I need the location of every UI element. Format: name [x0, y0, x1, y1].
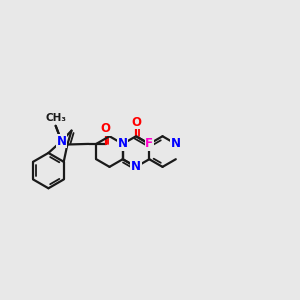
Text: F: F	[145, 137, 153, 150]
Text: N: N	[171, 137, 181, 150]
Text: CH₃: CH₃	[45, 112, 66, 123]
Text: N: N	[118, 137, 128, 150]
Text: N: N	[56, 135, 67, 148]
Text: O: O	[131, 116, 141, 129]
Text: N: N	[131, 160, 141, 173]
Text: O: O	[101, 122, 111, 135]
